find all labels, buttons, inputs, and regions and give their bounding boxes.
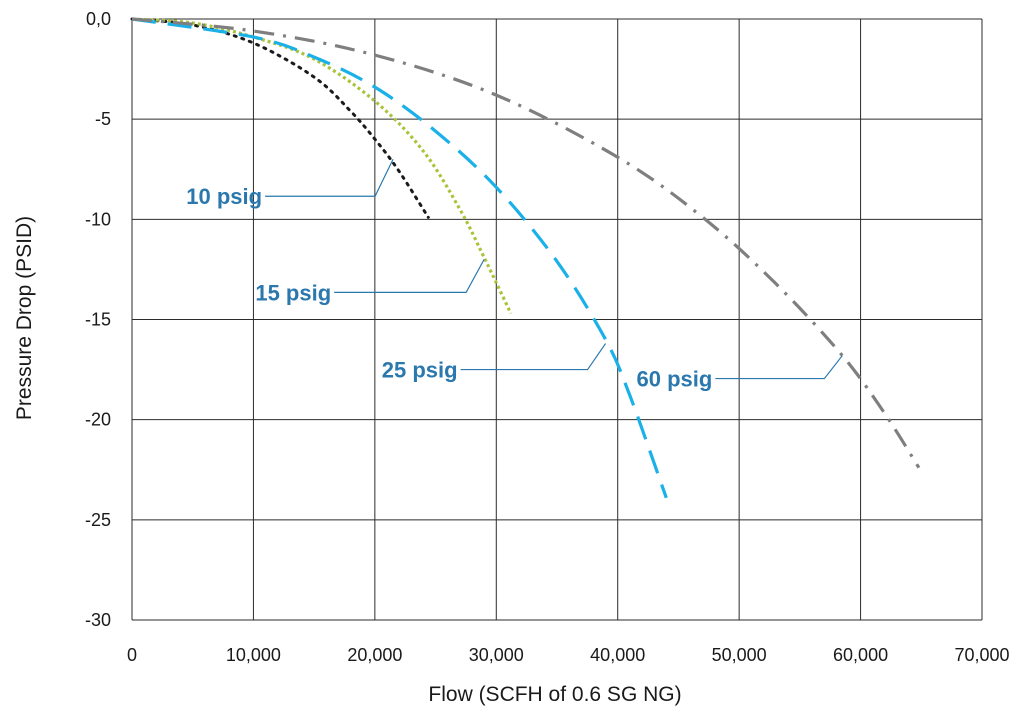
- series-label: 25 psig: [382, 358, 458, 383]
- callout-leader-line: [265, 158, 394, 197]
- x-axis-ticks: 0 10,000 20,000 30,000 40,000 50,000 60,000 70,…: [127, 645, 1010, 665]
- x-tick-label: 30,000: [469, 645, 524, 665]
- x-tick-label: 50,000: [712, 645, 767, 665]
- y-axis-title: Pressure Drop (PSID): [13, 216, 36, 420]
- x-tick-label: 0: [127, 645, 137, 665]
- series-line: [131, 17, 668, 499]
- y-tick-label: -20: [85, 410, 111, 430]
- x-axis-title: Flow (SCFH of 0.6 SG NG): [428, 683, 681, 706]
- series-label: 15 psig: [255, 280, 331, 305]
- y-tick-label: -30: [85, 610, 111, 630]
- y-tick-label: -15: [85, 310, 111, 330]
- y-tick-label: -10: [85, 209, 111, 229]
- grid-lines: [131, 18, 983, 621]
- y-axis-ticks: 0,0 -5 -10 -15 -20 -25 -30: [85, 9, 111, 630]
- y-tick-label: 0,0: [86, 9, 111, 29]
- series-callouts: 10 psig 15 psig 25 psig 60 psig: [186, 158, 843, 392]
- series-label: 60 psig: [637, 367, 713, 392]
- callout-leader-line: [334, 259, 485, 293]
- x-tick-label: 20,000: [347, 645, 402, 665]
- series-lines: [130, 17, 921, 499]
- callout-leader-line: [460, 343, 607, 371]
- x-tick-label: 10,000: [226, 645, 281, 665]
- series-line: [131, 17, 513, 315]
- x-tick-label: 70,000: [954, 645, 1009, 665]
- callout-leader-line: [715, 355, 843, 380]
- y-tick-label: -5: [95, 109, 111, 129]
- series-label: 10 psig: [186, 184, 262, 209]
- y-tick-label: -25: [85, 510, 111, 530]
- x-tick-label: 40,000: [590, 645, 645, 665]
- x-tick-label: 60,000: [833, 645, 888, 665]
- series-line: [131, 17, 921, 469]
- series-line: [130, 17, 430, 219]
